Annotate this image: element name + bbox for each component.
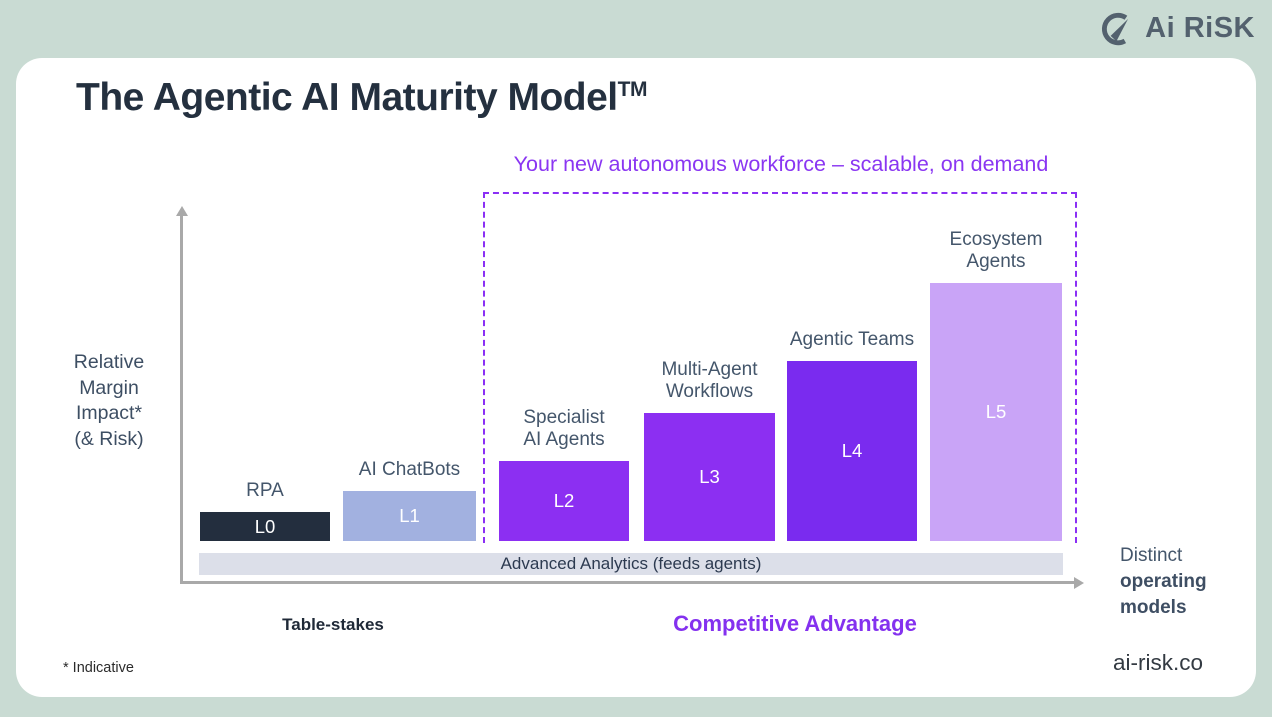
bar-l0: L0 (200, 512, 330, 541)
gauge-icon (1099, 9, 1137, 47)
bar-group-l4: Agentic Teams L4 (787, 329, 917, 541)
bar-level-label: L5 (985, 401, 1007, 422)
bar-group-l0: RPA L0 (200, 480, 330, 541)
bar-level-label: L3 (699, 466, 720, 487)
website-link[interactable]: ai-risk.co (1112, 650, 1203, 675)
bar-category-label: Multi-Agent Workflows (661, 359, 758, 402)
bar-level-label: L0 (254, 515, 276, 537)
bar-group-l1: AI ChatBots L1 (343, 459, 476, 541)
x-axis-end-label-bold: operating models (1120, 571, 1207, 618)
highlight-region-box (483, 192, 1077, 543)
bar-group-l5: Ecosystem Agents L5 (930, 229, 1062, 541)
x-axis-end-label-regular: Distinct (1120, 545, 1183, 566)
bar-level-label: L4 (841, 440, 863, 461)
page-title: The Agentic AI Maturity ModelTM (76, 76, 647, 120)
bar-category-label: Specialist AI Agents (523, 407, 605, 450)
brand-logo: Ai RiSK (1099, 9, 1255, 47)
page-title-text: The Agentic AI Maturity Model (76, 76, 618, 119)
bar-l3: L3 (644, 413, 775, 541)
bar-category-label: Ecosystem Agents (949, 229, 1043, 272)
analytics-baseline-band: Advanced Analytics (feeds agents) (199, 553, 1063, 575)
highlight-banner-text: Your new autonomous workforce – scalable… (513, 152, 1049, 176)
zone-label-competitive-advantage: Competitive Advantage (673, 611, 917, 636)
x-axis (180, 581, 1076, 584)
bar-category-label: RPA (246, 480, 284, 501)
footnote: * Indicative (63, 660, 134, 676)
brand-name: Ai RiSK (1145, 11, 1255, 44)
bar-l1: L1 (343, 491, 476, 541)
bar-group-l3: Multi-Agent Workflows L3 (644, 359, 775, 541)
bar-group-l2: Specialist AI Agents L2 (499, 407, 629, 541)
x-axis-arrow-icon (1074, 576, 1084, 589)
y-axis (180, 215, 183, 583)
x-axis-end-label: Distinct operating models (1120, 543, 1207, 621)
bar-level-label: L2 (553, 490, 575, 511)
bar-category-label: AI ChatBots (358, 459, 461, 480)
zone-label-table-stakes: Table-stakes (282, 615, 384, 634)
bar-level-label: L1 (399, 505, 420, 526)
y-axis-label: Relative Margin Impact* (& Risk) (73, 351, 145, 450)
trademark-superscript: TM (617, 78, 648, 101)
y-axis-arrow-icon (175, 206, 188, 216)
bar-l4: L4 (787, 361, 917, 541)
content-card: The Agentic AI Maturity ModelTM Your new… (16, 58, 1256, 697)
bar-l5: L5 (930, 283, 1062, 541)
bar-category-label: Agentic Teams (789, 329, 915, 350)
bar-l2: L2 (499, 461, 629, 541)
